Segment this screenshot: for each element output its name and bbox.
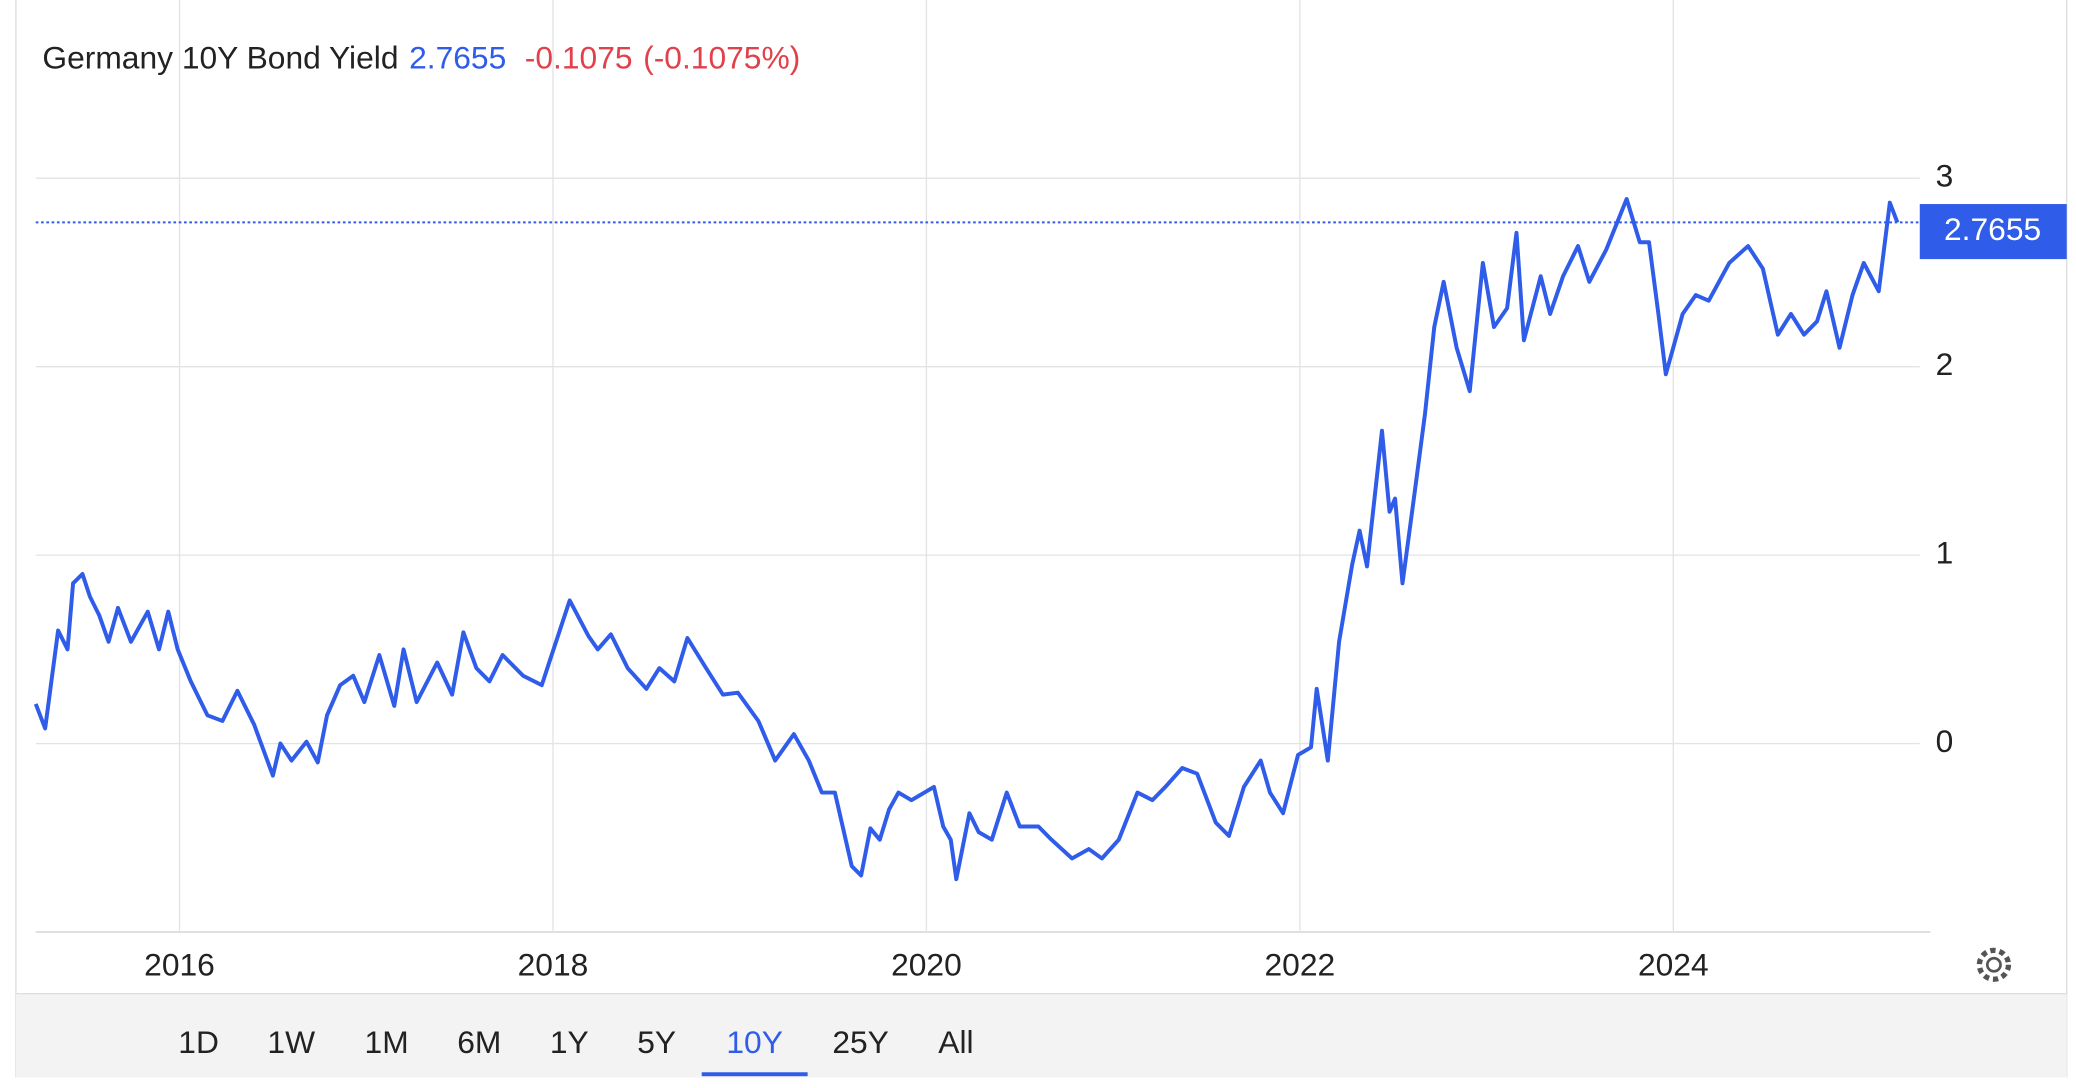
range-button-label: 1Y bbox=[550, 1024, 589, 1060]
settings-icon[interactable] bbox=[1976, 947, 2012, 982]
range-button-label: 25Y bbox=[832, 1024, 889, 1060]
range-button-label: 6M bbox=[457, 1024, 501, 1060]
y-tick-label: 1 bbox=[1936, 535, 1954, 571]
active-range-underline bbox=[701, 1072, 808, 1077]
last-price-label: 2.7655 bbox=[1944, 211, 2041, 247]
range-button-label: 1W bbox=[267, 1024, 315, 1060]
x-tick-label: 2022 bbox=[1265, 947, 1336, 983]
range-button[interactable]: 5Y bbox=[637, 1024, 676, 1060]
x-tick-label: 2018 bbox=[518, 947, 589, 983]
range-button[interactable]: 25Y bbox=[832, 1024, 889, 1060]
range-button-label: 10Y bbox=[726, 1024, 783, 1060]
range-bar bbox=[15, 993, 2067, 1078]
range-button-label: 5Y bbox=[637, 1024, 676, 1060]
range-button[interactable]: 6M bbox=[457, 1024, 501, 1060]
header-change-pct: (-0.1075%) bbox=[643, 40, 800, 76]
y-tick-label: 3 bbox=[1936, 158, 1954, 194]
header: Germany 10Y Bond Yield 2.7655 -0.1075 (-0.1… bbox=[42, 40, 800, 76]
yield-line bbox=[33, 197, 1900, 882]
range-button-label: 1D bbox=[178, 1024, 219, 1060]
header-price: 2.7655 bbox=[409, 40, 506, 76]
x-tick-label: 2016 bbox=[144, 947, 215, 983]
range-button[interactable]: 1Y bbox=[550, 1024, 589, 1060]
range-button-label: All bbox=[938, 1024, 973, 1060]
range-button[interactable]: 1W bbox=[267, 1024, 315, 1060]
range-button[interactable]: 1D bbox=[178, 1024, 219, 1060]
header-change: -0.1075 bbox=[525, 40, 633, 76]
range-button[interactable]: 10Y bbox=[701, 1024, 808, 1077]
y-tick-label: 2 bbox=[1936, 346, 1954, 382]
last-price-tag bbox=[1919, 204, 2067, 260]
x-tick-label: 2024 bbox=[1638, 947, 1709, 983]
range-button[interactable]: 1M bbox=[365, 1024, 409, 1060]
y-tick-label: 0 bbox=[1936, 723, 1954, 759]
range-button-label: 1M bbox=[365, 1024, 409, 1060]
chart-title: Germany 10Y Bond Yield bbox=[42, 40, 398, 76]
range-button[interactable]: All bbox=[938, 1024, 973, 1060]
x-tick-label: 2020 bbox=[891, 947, 962, 983]
